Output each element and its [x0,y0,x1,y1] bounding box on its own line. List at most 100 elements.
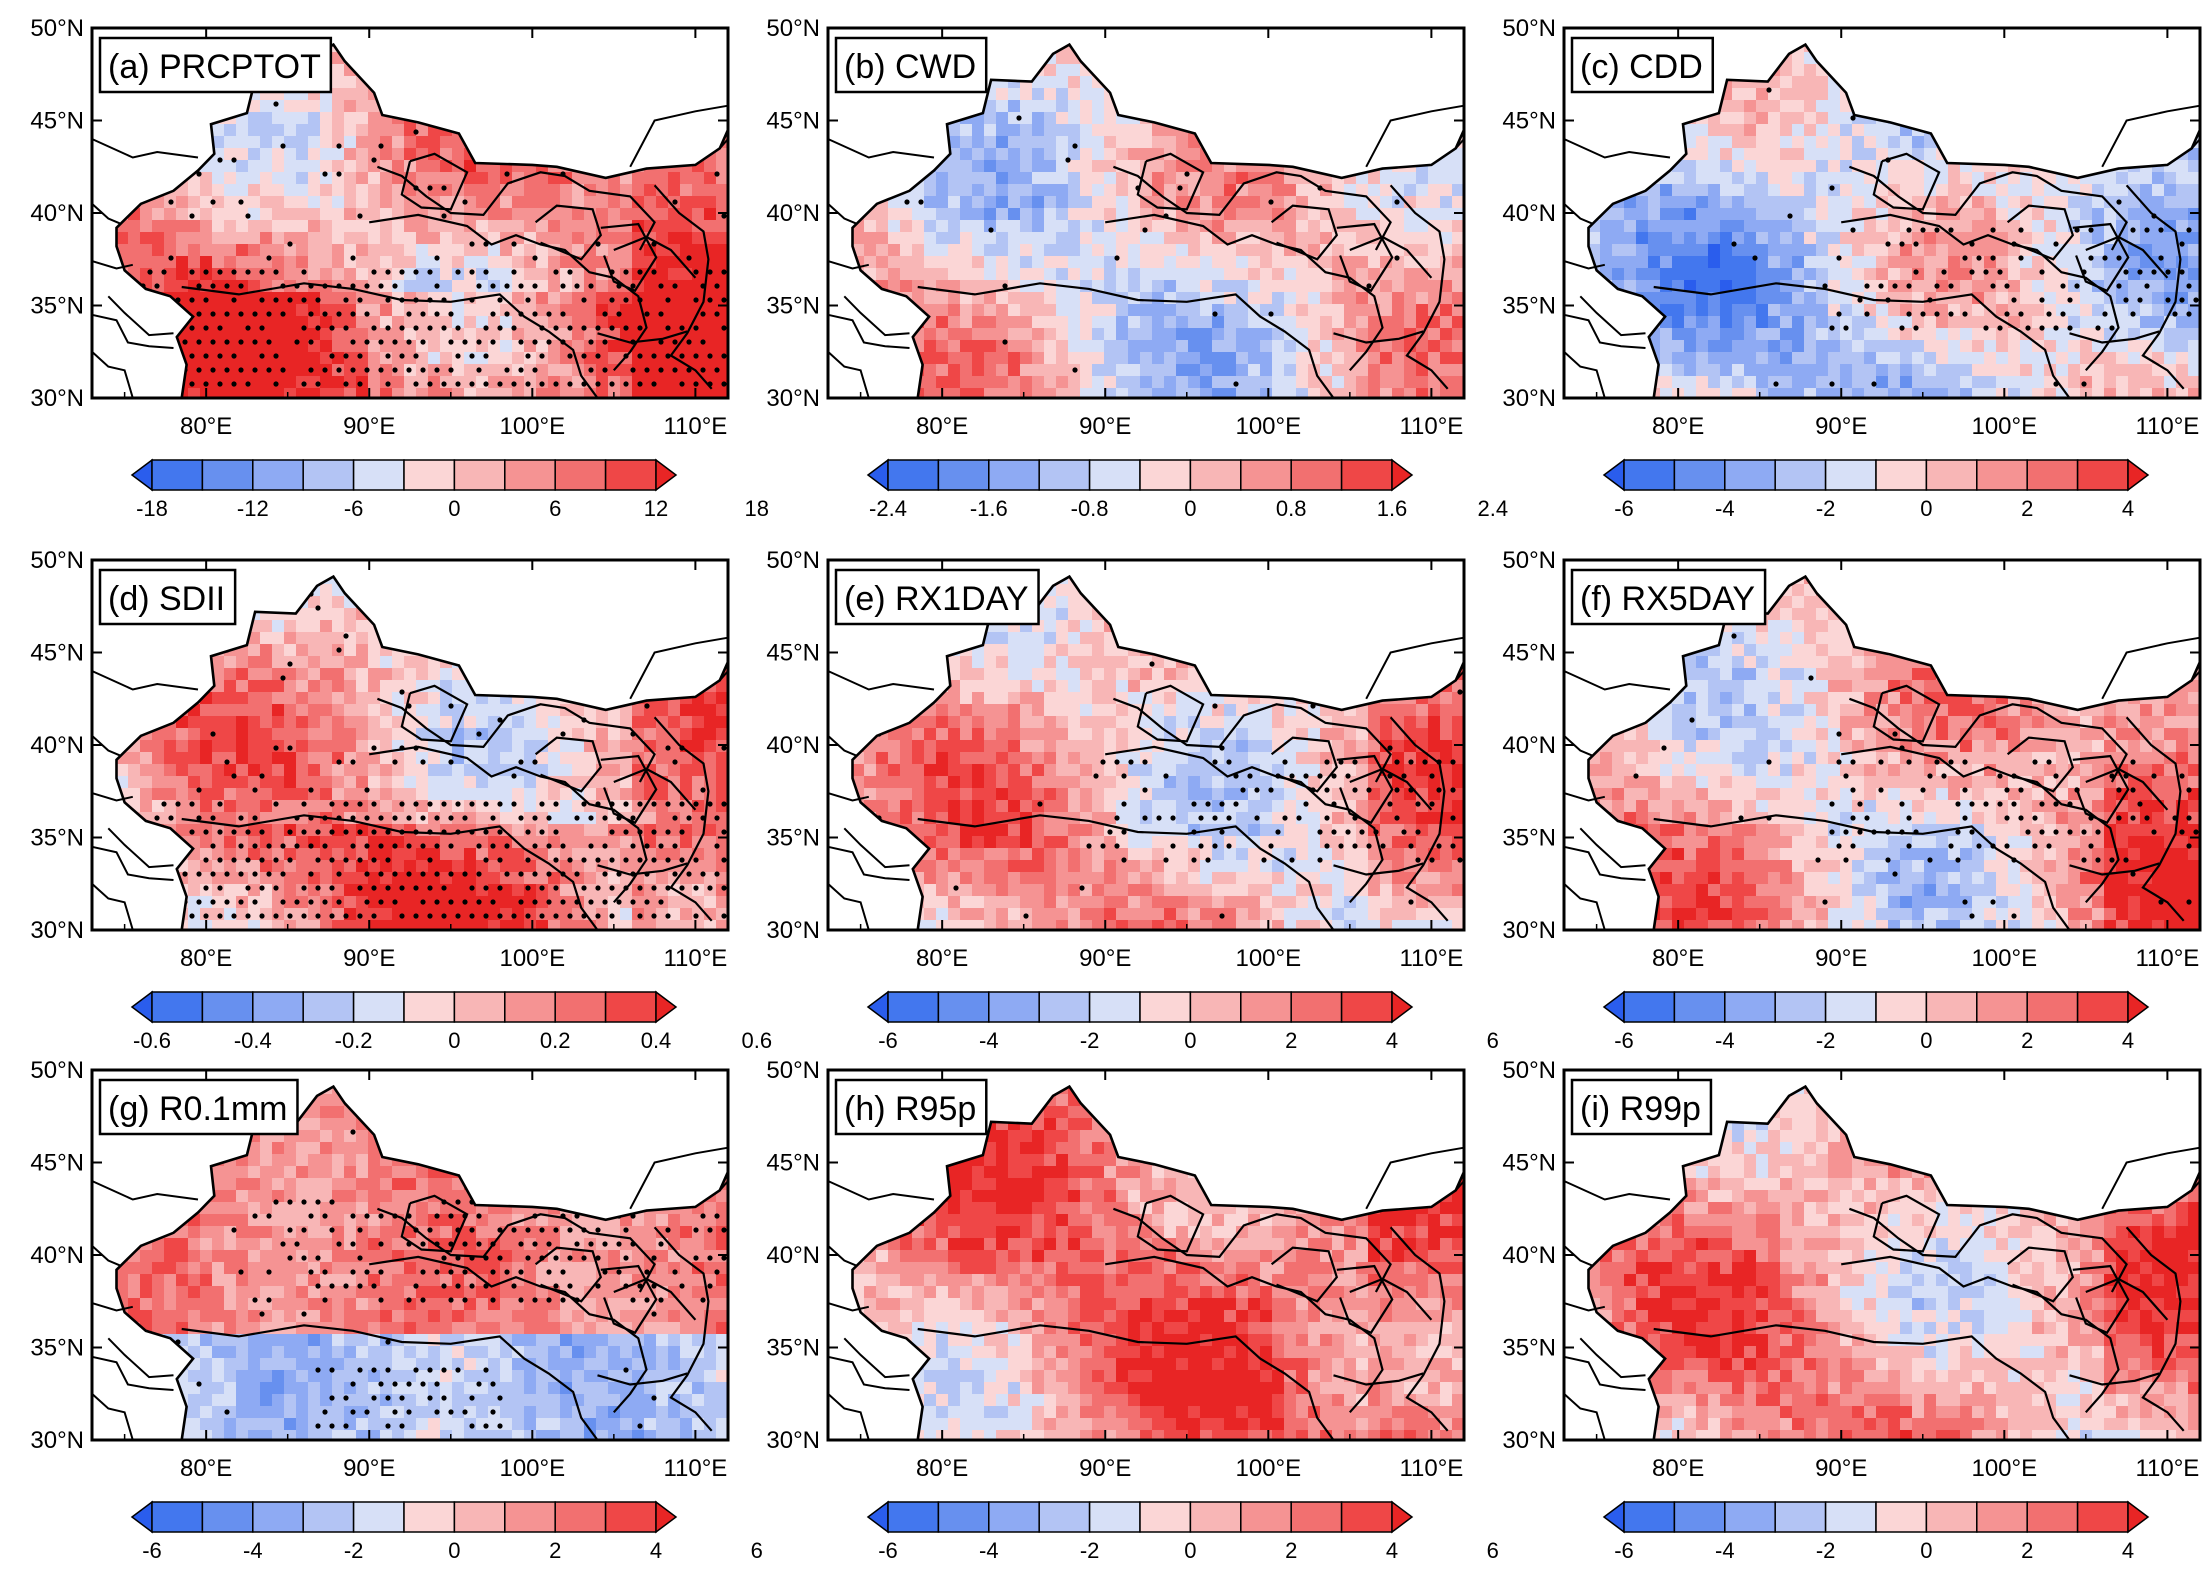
colorbar-arrow-low [1604,992,1624,1022]
x-tick-label: 100°E [1971,413,2037,440]
colorbar-arrow-high [1392,1502,1412,1532]
colorbar-segment [1725,992,1775,1022]
colorbar-segment [1926,992,1976,1022]
x-tick-label: 80°E [916,413,968,440]
colorbar-segment [303,460,353,490]
colorbar-segment [454,1502,504,1532]
colorbar-segment [454,460,504,490]
panel-title-text: (a) PRCPTOT [108,48,321,86]
x-tick-label: 80°E [180,413,232,440]
y-tick-label: 40°N [766,1242,820,1269]
colorbar-arrow-low [868,460,888,490]
country-boundary [108,296,173,335]
colorbar-segment [253,460,303,490]
y-tick-label: 35°N [30,293,84,320]
colorbar-label: -6 [1614,1538,1634,1563]
colorbar-segment [2078,992,2128,1022]
y-tick-label: 40°N [30,1242,84,1269]
colorbar-label: 1.6 [1377,496,1408,521]
colorbar-segment [1674,1502,1724,1532]
colorbar-segment [2078,1502,2128,1532]
colorbar-segment [1140,460,1190,490]
colorbar-arrow-high [2128,992,2148,1022]
y-tick-label: 45°N [30,1150,84,1177]
colorbar-segment [1775,992,1825,1022]
colorbar-segment [989,460,1039,490]
colorbar-segment [938,460,988,490]
colorbar-segment [1342,992,1392,1022]
x-tick-label: 100°E [499,1455,565,1482]
country-boundary [828,352,869,398]
colorbar-segment [404,1502,454,1532]
panel-title-text: (i) R99p [1580,1090,1701,1128]
y-tick-label: 50°N [1502,1057,1556,1084]
country-boundary [1564,884,1605,930]
y-tick-label: 40°N [30,200,84,227]
colorbar-label: 0 [1920,1028,1932,1053]
colorbar-segment [1039,460,1089,490]
y-tick-label: 45°N [1502,108,1556,135]
x-tick-label: 110°E [1399,413,1463,440]
colorbar-segment [1090,992,1140,1022]
colorbar-arrow-low [132,1502,152,1532]
x-tick-label: 100°E [1235,413,1301,440]
colorbar-segment [1826,460,1876,490]
panel-title-text: (c) CDD [1580,48,1703,86]
x-tick-label: 100°E [499,945,565,972]
y-tick-label: 50°N [1502,547,1556,574]
colorbar-segment [1342,460,1392,490]
y-tick-label: 45°N [766,1150,820,1177]
y-tick-label: 35°N [1502,1335,1556,1362]
x-tick-label: 90°E [1079,945,1131,972]
colorbar-arrow-high [656,992,676,1022]
colorbar-segment [253,1502,303,1532]
colorbar-label: -0.4 [234,1028,272,1053]
x-tick-label: 110°E [1399,945,1463,972]
x-tick-label: 110°E [2135,945,2199,972]
colorbar-label: -6 [1614,496,1634,521]
country-boundary [1564,352,1605,398]
colorbar-arrow-high [656,1502,676,1532]
colorbar-arrow-low [132,460,152,490]
colorbar-label: 4 [650,1538,662,1563]
colorbar-segment [888,992,938,1022]
y-tick-label: 40°N [766,732,820,759]
colorbar-label: 2.4 [1478,496,1509,521]
colorbar-segment [303,1502,353,1532]
panel-title-text: (g) R0.1mm [108,1090,287,1128]
panel-title-text: (h) R95p [844,1090,976,1128]
colorbar-segment [152,460,202,490]
x-tick-label: 90°E [343,413,395,440]
colorbar-segment [1674,992,1724,1022]
panel-title: (g) R0.1mm [100,1080,297,1134]
x-tick-label: 110°E [1399,1455,1463,1482]
y-tick-label: 40°N [30,732,84,759]
x-tick-label: 110°E [663,1455,727,1482]
colorbar-segment [505,1502,555,1532]
colorbar-segment [1775,460,1825,490]
y-tick-label: 30°N [30,1427,84,1454]
y-tick-label: 50°N [30,15,84,42]
y-tick-label: 35°N [1502,293,1556,320]
colorbar-label: 4 [1386,1028,1398,1053]
colorbar-label: -4 [243,1538,263,1563]
country-boundary [828,884,869,930]
panel-title-text: (f) RX5DAY [1580,580,1755,618]
colorbar-label: 6 [549,496,561,521]
colorbar-segment [303,992,353,1022]
x-tick-label: 90°E [1815,413,1867,440]
y-tick-label: 30°N [766,1427,820,1454]
colorbar-segment [938,1502,988,1532]
x-tick-label: 90°E [1079,1455,1131,1482]
colorbar-segment [1291,460,1341,490]
y-tick-label: 50°N [1502,15,1556,42]
